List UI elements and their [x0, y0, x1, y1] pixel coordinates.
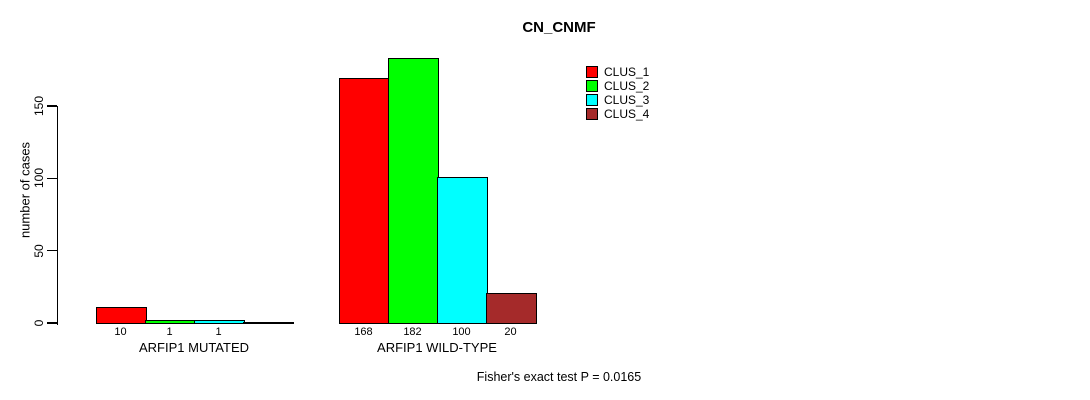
bar-value-label: 1 — [215, 326, 222, 338]
legend-item: CLUS_2 — [586, 79, 649, 93]
bar — [437, 176, 488, 325]
y-axis-title: number of cases — [17, 141, 33, 239]
annotation-text: Fisher's exact test P = 0.0165 — [476, 370, 642, 384]
y-tick — [46, 177, 57, 180]
bar-value-label: 10 — [114, 326, 127, 338]
y-tick — [46, 322, 57, 324]
bar — [194, 320, 245, 325]
chart-title: CN_CNMF — [522, 19, 596, 36]
bar-value-label: 182 — [403, 326, 422, 338]
y-tick-label: 0 — [32, 319, 46, 327]
bar-value-label: 1 — [166, 326, 173, 338]
bar — [388, 58, 439, 325]
y-axis-line — [56, 106, 58, 325]
legend-label: CLUS_4 — [604, 107, 650, 121]
bar — [339, 78, 390, 325]
bar — [96, 307, 147, 325]
y-tick — [46, 249, 57, 252]
legend-swatch — [586, 66, 598, 78]
legend: CLUS_1 CLUS_2 CLUS_3 CLUS_4 — [586, 65, 649, 121]
legend-swatch — [586, 80, 598, 92]
y-tick-label: 150 — [32, 95, 46, 117]
bar — [486, 292, 537, 325]
bar-value-label: 168 — [354, 326, 373, 338]
bar-zero-line — [243, 322, 294, 324]
legend-swatch — [586, 94, 598, 106]
legend-item: CLUS_1 — [586, 65, 649, 79]
legend-item: CLUS_4 — [586, 107, 649, 121]
legend-label: CLUS_1 — [604, 65, 650, 79]
group-label: ARFIP1 WILD-TYPE — [377, 340, 497, 355]
bar — [145, 320, 196, 325]
legend-label: CLUS_2 — [604, 79, 650, 93]
y-tick — [46, 105, 57, 107]
bar-value-label: 100 — [452, 326, 471, 338]
y-tick-label: 100 — [32, 168, 46, 189]
y-tick-label: 50 — [32, 243, 46, 258]
legend-swatch — [586, 108, 598, 120]
bar-value-label: 20 — [504, 326, 517, 338]
legend-item: CLUS_3 — [586, 93, 649, 107]
legend-label: CLUS_3 — [604, 93, 650, 107]
group-label: ARFIP1 MUTATED — [138, 340, 250, 355]
